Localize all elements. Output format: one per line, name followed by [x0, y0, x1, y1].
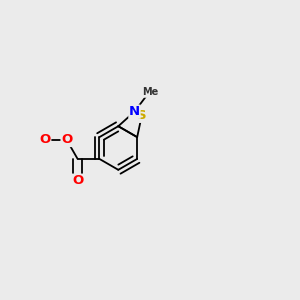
Text: O: O [61, 134, 72, 146]
Text: Me: Me [142, 87, 159, 97]
Text: O: O [39, 134, 51, 146]
Text: O: O [39, 134, 51, 146]
Text: N: N [129, 105, 140, 118]
Text: O: O [72, 174, 83, 187]
Text: S: S [137, 109, 146, 122]
